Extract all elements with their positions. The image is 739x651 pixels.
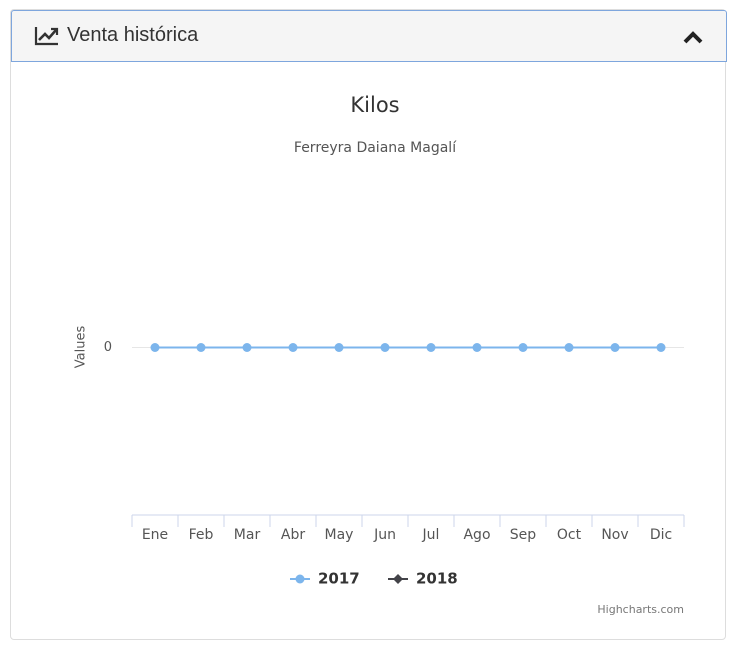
legend-label[interactable]: 2017 <box>318 570 360 588</box>
x-tick-label: Ago <box>463 527 490 543</box>
point <box>656 343 666 352</box>
x-tick-label: May <box>325 527 354 543</box>
point <box>334 343 344 352</box>
legend-marker <box>393 574 403 584</box>
panel-header[interactable]: Venta histórica <box>11 10 727 62</box>
point <box>288 343 298 352</box>
point <box>564 343 574 352</box>
x-tick-label: Jun <box>373 527 396 543</box>
x-tick-label: Oct <box>557 527 582 543</box>
point <box>196 343 206 352</box>
collapse-icon[interactable] <box>682 29 704 45</box>
chart-title: Kilos <box>350 93 399 117</box>
legend-marker <box>295 574 305 584</box>
x-tick-label: Mar <box>234 527 261 543</box>
chart-icon <box>34 27 59 46</box>
point <box>150 343 160 352</box>
legend-label[interactable]: 2018 <box>416 570 458 588</box>
x-tick-label: Jul <box>422 527 440 543</box>
x-tick-label: Feb <box>189 527 214 543</box>
credits[interactable]: Highcharts.com <box>597 603 684 616</box>
x-tick-label: Abr <box>281 527 305 543</box>
x-tick-label: Ene <box>142 527 168 543</box>
point <box>380 343 390 352</box>
y-tick-label: 0 <box>104 340 112 355</box>
chart-subtitle: Ferreyra Daiana Magalí <box>294 140 457 156</box>
point <box>518 343 528 352</box>
point <box>610 343 620 352</box>
y-axis-label: Values <box>74 326 89 369</box>
x-tick-label: Dic <box>650 527 672 543</box>
panel: Venta histórica <box>10 9 727 640</box>
x-tick-label: Sep <box>510 527 537 543</box>
point <box>242 343 252 352</box>
point <box>472 343 482 352</box>
panel-title: Venta histórica <box>67 24 199 46</box>
point <box>426 343 436 352</box>
x-tick-label: Nov <box>601 527 628 543</box>
